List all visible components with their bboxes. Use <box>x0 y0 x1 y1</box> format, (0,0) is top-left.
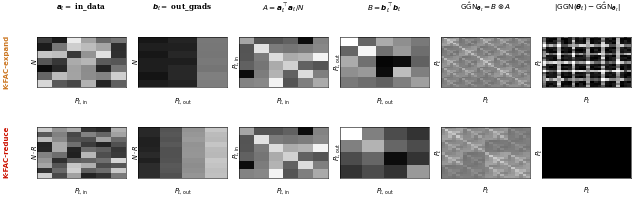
Text: $P_{\ell,\mathrm{in}}$: $P_{\ell,\mathrm{in}}$ <box>74 186 88 196</box>
Text: $P_\ell$: $P_\ell$ <box>482 96 490 106</box>
Text: $P_{\ell,\mathrm{out}}$: $P_{\ell,\mathrm{out}}$ <box>173 96 191 106</box>
Text: $|\mathrm{GGN}(\boldsymbol{\theta}_\ell) - \mathrm{G}\hat{\mathrm{G}}\mathrm{N}_: $|\mathrm{GGN}(\boldsymbol{\theta}_\ell)… <box>554 1 620 14</box>
Text: $\boldsymbol{b}_\ell = $ out_grads: $\boldsymbol{b}_\ell = $ out_grads <box>152 1 212 13</box>
Text: $P_\ell$: $P_\ell$ <box>583 96 591 106</box>
Y-axis label: $P_{\ell,\mathrm{in}}$: $P_{\ell,\mathrm{in}}$ <box>231 145 241 159</box>
Y-axis label: $N$: $N$ <box>131 59 140 65</box>
Y-axis label: $P_{\ell,\mathrm{out}}$: $P_{\ell,\mathrm{out}}$ <box>332 143 342 161</box>
Text: $P_{\ell,\mathrm{in}}$: $P_{\ell,\mathrm{in}}$ <box>276 186 291 196</box>
Y-axis label: $P_\ell$: $P_\ell$ <box>433 58 444 66</box>
Text: $P_{\ell,\mathrm{out}}$: $P_{\ell,\mathrm{out}}$ <box>376 186 394 196</box>
Y-axis label: $P_\ell$: $P_\ell$ <box>534 58 545 66</box>
Text: $\boldsymbol{a}_\ell = $ in_data: $\boldsymbol{a}_\ell = $ in_data <box>56 1 106 13</box>
Text: K-FAC-expand: K-FAC-expand <box>3 35 9 89</box>
Y-axis label: $N\cdot R$: $N\cdot R$ <box>131 144 140 160</box>
Y-axis label: $P_\ell$: $P_\ell$ <box>433 149 444 156</box>
Text: $P_\ell$: $P_\ell$ <box>583 186 591 196</box>
Text: $A = \boldsymbol{a}_\ell^{\top}\boldsymbol{a}_\ell/N$: $A = \boldsymbol{a}_\ell^{\top}\boldsymb… <box>262 1 305 15</box>
Y-axis label: $N\cdot R$: $N\cdot R$ <box>29 144 38 160</box>
Y-axis label: $N$: $N$ <box>29 59 38 65</box>
Text: $P_{\ell,\mathrm{in}}$: $P_{\ell,\mathrm{in}}$ <box>74 96 88 106</box>
Text: $P_\ell$: $P_\ell$ <box>482 186 490 196</box>
Y-axis label: $P_\ell$: $P_\ell$ <box>534 149 545 156</box>
Text: K-FAC-reduce: K-FAC-reduce <box>3 126 9 178</box>
Y-axis label: $P_{\ell,\mathrm{out}}$: $P_{\ell,\mathrm{out}}$ <box>332 53 342 71</box>
Text: $P_{\ell,\mathrm{in}}$: $P_{\ell,\mathrm{in}}$ <box>276 96 291 106</box>
Text: $P_{\ell,\mathrm{out}}$: $P_{\ell,\mathrm{out}}$ <box>376 96 394 106</box>
Text: $B = \boldsymbol{b}_\ell^{\top}\boldsymbol{b}_\ell$: $B = \boldsymbol{b}_\ell^{\top}\boldsymb… <box>367 1 402 15</box>
Text: $P_{\ell,\mathrm{out}}$: $P_{\ell,\mathrm{out}}$ <box>173 186 191 196</box>
Text: $\mathrm{G}\hat{\mathrm{G}}\mathrm{N}_{\boldsymbol{\theta}_\ell} = B\otimes A$: $\mathrm{G}\hat{\mathrm{G}}\mathrm{N}_{\… <box>460 1 511 14</box>
Y-axis label: $P_{\ell,\mathrm{in}}$: $P_{\ell,\mathrm{in}}$ <box>231 55 241 69</box>
